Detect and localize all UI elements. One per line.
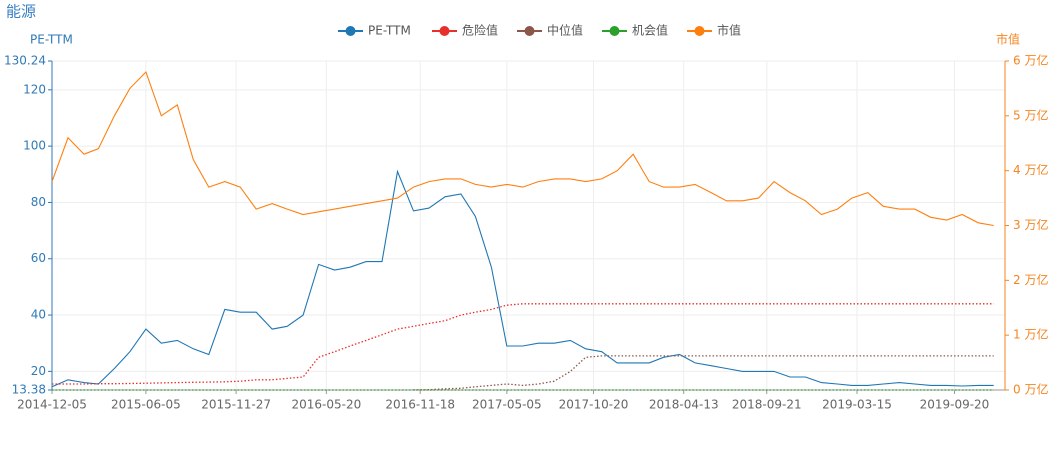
y-tick-label: 120 xyxy=(23,82,46,96)
y2-tick-label: 3 万亿 xyxy=(1013,217,1048,232)
x-tick-label: 2019-09-20 xyxy=(920,398,990,412)
legend-marker xyxy=(524,26,535,36)
y2-tick-label: 4 万亿 xyxy=(1013,162,1048,177)
series-line xyxy=(413,355,994,391)
y-axis-label: PE-TTM xyxy=(30,33,73,47)
x-tick-label: 2015-11-27 xyxy=(201,398,271,412)
x-tick-label: 2017-10-20 xyxy=(559,398,629,412)
y2-tick-label: 5 万亿 xyxy=(1013,107,1048,122)
legend-item: 中位值 xyxy=(517,23,583,38)
y2-tick-label: 1 万亿 xyxy=(1013,327,1048,342)
legend-item: 危险值 xyxy=(432,23,498,38)
legend-item: 市值 xyxy=(687,23,741,38)
legend-item: 机会值 xyxy=(602,23,668,38)
legend-label: 中位值 xyxy=(547,23,583,38)
y-tick-label: 20 xyxy=(31,364,46,378)
y2-tick-label: 2 万亿 xyxy=(1013,272,1048,287)
legend-marker xyxy=(345,26,356,36)
y-tick-label: 100 xyxy=(23,139,46,153)
legend-marker xyxy=(609,26,620,36)
series-line xyxy=(52,303,994,385)
y-tick-label: 60 xyxy=(31,251,46,265)
y2-tick-label: 0 万亿 xyxy=(1013,382,1048,397)
x-tick-label: 2016-05-20 xyxy=(291,398,361,412)
legend-label: 机会值 xyxy=(632,23,668,38)
x-tick-label: 2017-05-05 xyxy=(472,398,542,412)
y-tick-label: 13.38 xyxy=(12,383,46,397)
legend-item: PE-TTM xyxy=(338,24,411,38)
legend-marker xyxy=(439,26,450,36)
legend-label: 市值 xyxy=(717,23,741,38)
legend-marker xyxy=(694,26,705,36)
y-tick-label: 80 xyxy=(31,195,46,209)
legend-label: PE-TTM xyxy=(368,24,411,38)
y2-tick-label: 6 万亿 xyxy=(1013,53,1048,68)
x-tick-label: 2014-12-05 xyxy=(17,398,87,412)
x-tick-label: 2018-04-13 xyxy=(649,398,719,412)
series-line xyxy=(51,169,994,388)
x-tick-label: 2016-11-18 xyxy=(385,398,455,412)
y-tick-label: 130.24 xyxy=(4,54,46,68)
legend-label: 危险值 xyxy=(462,23,498,38)
series-line xyxy=(51,70,994,227)
x-tick-label: 2019-03-15 xyxy=(822,398,892,412)
x-tick-label: 2015-06-05 xyxy=(111,398,181,412)
y2-axis-label: 市值 xyxy=(996,32,1020,47)
x-tick-label: 2018-09-21 xyxy=(732,398,802,412)
y-tick-label: 40 xyxy=(31,308,46,322)
chart-title: 能源 xyxy=(6,3,36,21)
